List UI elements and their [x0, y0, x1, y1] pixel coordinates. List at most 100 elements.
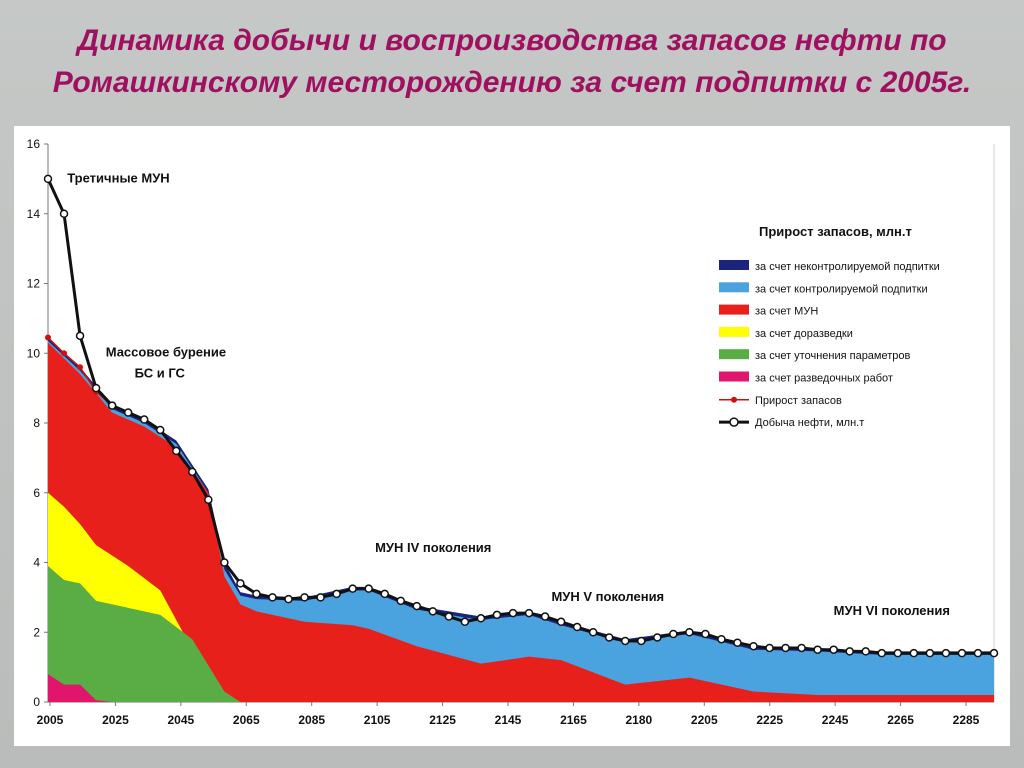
oil-production-point — [572, 622, 582, 632]
oil-production-point — [765, 643, 774, 653]
oil-production-point — [380, 589, 389, 599]
x-tick-label: 2145 — [495, 713, 522, 727]
oil-production-point — [925, 648, 935, 658]
oil-production-point — [172, 446, 181, 456]
x-tick-label: 2045 — [168, 713, 195, 727]
oil-production-point — [43, 174, 53, 184]
y-tick-label: 14 — [27, 207, 41, 221]
legend-swatch — [719, 282, 749, 293]
oil-production-point — [941, 648, 951, 658]
oil-production-point — [989, 648, 999, 658]
legend-swatch — [719, 349, 749, 360]
oil-production-point — [669, 629, 678, 639]
legend-item-label: за счет доразведки — [755, 328, 853, 340]
oil-production-point — [797, 643, 806, 653]
legend-swatch — [719, 260, 749, 270]
oil-production-point — [829, 645, 838, 654]
slide-title-line-2: Ромашкинскому месторождению за счет подп… — [52, 66, 972, 99]
oil-production-point — [396, 596, 405, 606]
chart-annotation: МУН VI поколения — [834, 603, 950, 618]
oil-production-point — [588, 628, 598, 637]
x-tick-label: 2025 — [102, 713, 129, 727]
legend-swatch-marker — [731, 396, 737, 403]
oil-production-point — [524, 608, 534, 618]
x-tick-label: 2265 — [887, 713, 914, 727]
oil-production-point — [332, 589, 341, 599]
legend-title: Прирост запасов, млн.т — [759, 224, 912, 239]
oil-production-point — [604, 633, 614, 642]
legend-item-label: за счет уточнения параметров — [755, 350, 911, 362]
area-controlled-recharge — [48, 341, 994, 702]
oil-production-point — [861, 647, 870, 656]
oil-production-point — [749, 641, 758, 651]
chart-annotation: Массовое бурение — [106, 345, 226, 360]
oil-production-point — [139, 415, 149, 424]
oil-production-point — [620, 636, 630, 646]
oil-production-point — [91, 383, 101, 393]
chart-panel: 0 2 4 6 8 10 12 14 16 2005 2025 2045 2065 2085 2105 212… — [14, 126, 1010, 746]
legend-swatch — [719, 304, 749, 315]
x-tick-label: 2105 — [364, 713, 391, 727]
oil-production-point — [444, 612, 454, 621]
oil-production-point — [428, 607, 438, 616]
oil-production-point — [284, 594, 293, 604]
oil-production-point — [155, 425, 165, 435]
x-tick-label: 2205 — [691, 713, 718, 727]
x-tick-label: 2165 — [560, 713, 587, 727]
oil-production-point — [893, 648, 903, 658]
oil-production-point — [220, 558, 229, 567]
oil-production-point — [717, 634, 726, 644]
x-tick-label: 2085 — [298, 713, 325, 727]
y-tick-label: 4 — [33, 556, 40, 570]
oil-production-point — [957, 648, 967, 658]
oil-production-point — [107, 401, 117, 410]
oil-production-point — [252, 589, 261, 599]
oil-production-point — [877, 648, 887, 658]
oil-production-point — [540, 612, 550, 621]
chart-annotation: МУН IV поколения — [375, 540, 491, 555]
x-tick-label: 2245 — [822, 713, 849, 727]
area-exploration-works — [48, 674, 113, 702]
oil-production-point — [316, 593, 325, 602]
slide-title-line-1: Динамика добычи и воспроизводства запасо… — [77, 24, 947, 57]
legend-item-label: за счет контролируемой подпитки — [755, 283, 928, 295]
oil-production-point — [348, 584, 357, 593]
oil-production-point — [268, 593, 277, 602]
oil-production-point — [813, 645, 822, 654]
chart-annotation: БС и ГС — [135, 366, 186, 381]
oil-production-point — [556, 617, 566, 627]
oil-production-point — [188, 467, 197, 477]
chart-annotation: Третичные МУН — [67, 170, 169, 185]
area-parameter-refinement — [48, 565, 241, 702]
oil-production-point — [637, 636, 646, 646]
legend-swatch — [719, 371, 749, 382]
y-tick-label: 16 — [27, 137, 41, 151]
y-tick-label: 0 — [33, 695, 40, 709]
oil-production-point — [236, 579, 245, 588]
oil-production-point — [733, 638, 742, 647]
oil-production-point — [653, 633, 662, 642]
reserves-production-chart: 0 2 4 6 8 10 12 14 16 2005 2025 2045 2065 2085 2105 212… — [27, 137, 999, 727]
oil-production-point — [701, 629, 710, 639]
legend-swatch — [719, 326, 749, 337]
oil-production-point — [412, 601, 422, 611]
x-tick-label: 2125 — [429, 713, 456, 727]
slide-title: Динамика добычи и воспроизводства запасо… — [0, 20, 1024, 104]
oil-production-point — [685, 628, 694, 637]
oil-production-point — [909, 648, 919, 658]
oil-production-point — [364, 584, 373, 593]
legend-swatch-marker — [729, 417, 739, 427]
y-tick-label: 2 — [33, 625, 40, 639]
x-tick-label: 2225 — [756, 713, 783, 727]
oil-production-point — [204, 495, 213, 504]
chart-annotation: МУН V поколения — [551, 589, 664, 604]
x-tick-label: 2180 — [626, 713, 653, 727]
legend-item-label: за счет МУН — [755, 306, 818, 318]
oil-production-point — [508, 608, 518, 618]
y-tick-label: 12 — [27, 277, 41, 291]
reserves-growth-point — [77, 364, 84, 371]
reserves-growth-point — [45, 334, 51, 341]
legend-item-label: Прирост запасов — [755, 395, 842, 407]
y-tick-label: 10 — [27, 346, 41, 360]
legend-item-label: за счет неконтролируемой подпитки — [755, 261, 940, 273]
